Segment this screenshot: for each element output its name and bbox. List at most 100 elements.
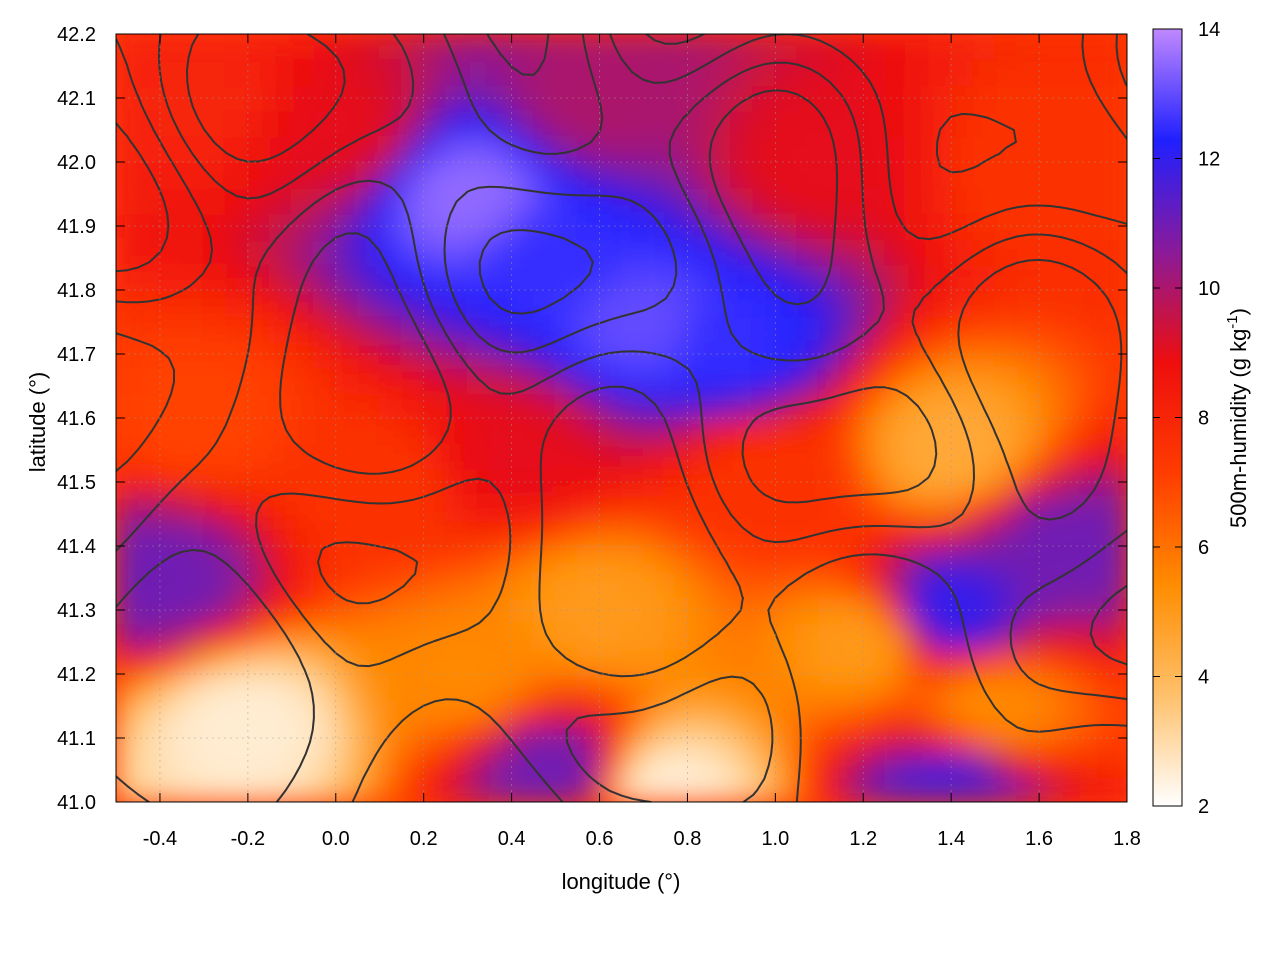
heatmap-cell <box>334 314 359 343</box>
heatmap-cell <box>1060 135 1085 163</box>
heatmap-cell <box>774 212 799 240</box>
heatmap-cell <box>158 237 183 266</box>
heatmap-cell <box>642 161 667 189</box>
heatmap-cell <box>334 237 359 266</box>
heatmap-cell <box>510 417 535 445</box>
heatmap-cell <box>598 621 623 650</box>
heatmap-cell <box>796 135 821 163</box>
heatmap-cell <box>400 84 425 112</box>
heatmap-cell <box>576 570 601 599</box>
heatmap-cell <box>642 237 667 266</box>
heatmap-cell <box>224 621 249 650</box>
heatmap-cell <box>158 314 183 343</box>
heatmap-cell <box>1060 340 1085 368</box>
heatmap-cell <box>400 775 425 802</box>
heatmap-cell <box>422 34 447 61</box>
heatmap-cell <box>708 698 733 727</box>
heatmap-cell <box>796 698 821 727</box>
x-tick-label: 1.2 <box>849 828 877 850</box>
heatmap-cell <box>268 519 293 547</box>
x-tick-label: 0.2 <box>410 828 438 850</box>
heatmap-cell <box>972 391 997 419</box>
heatmap-cell <box>972 263 997 291</box>
heatmap-cell <box>136 417 161 445</box>
heatmap-cell <box>378 621 403 650</box>
heatmap-cell <box>796 212 821 240</box>
heatmap-cell <box>752 775 777 802</box>
heatmap-cell <box>708 775 733 802</box>
heatmap-cell <box>378 417 403 445</box>
heatmap-cell <box>994 621 1019 650</box>
heatmap-cell <box>994 724 1019 752</box>
heatmap-cell <box>1038 365 1063 394</box>
heatmap-cell <box>796 647 821 675</box>
heatmap-cell <box>224 698 249 727</box>
heatmap-cell <box>862 212 887 240</box>
heatmap-cell <box>1038 493 1063 522</box>
heatmap-cell <box>664 365 689 394</box>
heatmap-cell <box>1104 263 1127 291</box>
x-tick-label: -0.2 <box>231 828 265 850</box>
heatmap-cell <box>950 621 975 650</box>
heatmap-cell <box>202 468 227 496</box>
heatmap-cell <box>972 109 997 138</box>
heatmap-cell <box>840 161 865 189</box>
heatmap-cell <box>818 34 843 61</box>
heatmap-cell <box>510 468 535 496</box>
heatmap-cell <box>334 135 359 163</box>
heatmap-cell <box>532 161 557 189</box>
heatmap-cell <box>554 775 579 802</box>
heatmap-cell <box>796 161 821 189</box>
heatmap-cell <box>840 109 865 138</box>
heatmap-cell <box>840 698 865 727</box>
heatmap-cell <box>532 698 557 727</box>
heatmap-cell <box>444 212 469 240</box>
heatmap-cell <box>422 263 447 291</box>
heatmap-cell <box>664 749 689 778</box>
heatmap-cell <box>642 212 667 240</box>
heatmap-cell <box>950 570 975 599</box>
heatmap-cell <box>444 621 469 650</box>
heatmap-cell <box>576 314 601 343</box>
heatmap-cell <box>356 545 381 573</box>
heatmap-cell <box>224 58 249 87</box>
heatmap-cell <box>928 468 953 496</box>
heatmap-cell <box>290 647 315 675</box>
heatmap-cell <box>202 621 227 650</box>
heatmap-cell <box>532 84 557 112</box>
heatmap-cell <box>818 289 843 317</box>
heatmap-cell <box>796 775 821 802</box>
heatmap-cell <box>796 468 821 496</box>
heatmap-cell <box>158 365 183 394</box>
heatmap-cell <box>510 263 535 291</box>
heatmap-cell <box>994 647 1019 675</box>
heatmap-cell <box>400 749 425 778</box>
heatmap-cell <box>510 621 535 650</box>
heatmap-cell <box>422 519 447 547</box>
heatmap-cell <box>994 109 1019 138</box>
heatmap-cell <box>444 749 469 778</box>
heatmap-cell <box>158 263 183 291</box>
heatmap-cell <box>378 545 403 573</box>
heatmap-cell <box>180 314 205 343</box>
heatmap-cell <box>774 314 799 343</box>
heatmap-cell <box>928 724 953 752</box>
heatmap-cell <box>950 135 975 163</box>
heatmap-cell <box>290 493 315 522</box>
heatmap-cell <box>356 109 381 138</box>
colorbar-title-superscript: -1 <box>1224 315 1241 328</box>
heatmap-cell <box>928 186 953 215</box>
heatmap-cell <box>972 775 997 802</box>
heatmap-cell <box>730 161 755 189</box>
heatmap-cell <box>202 58 227 87</box>
heatmap-cell <box>554 365 579 394</box>
heatmap-cell <box>246 570 271 599</box>
heatmap-cell <box>444 647 469 675</box>
heatmap-cell <box>862 289 887 317</box>
heatmap-cell <box>290 58 315 87</box>
heatmap-cell <box>136 621 161 650</box>
heatmap-cell <box>378 775 403 802</box>
heatmap-cell <box>862 621 887 650</box>
heatmap-cell <box>246 135 271 163</box>
x-tick-label: 1.4 <box>937 828 965 850</box>
